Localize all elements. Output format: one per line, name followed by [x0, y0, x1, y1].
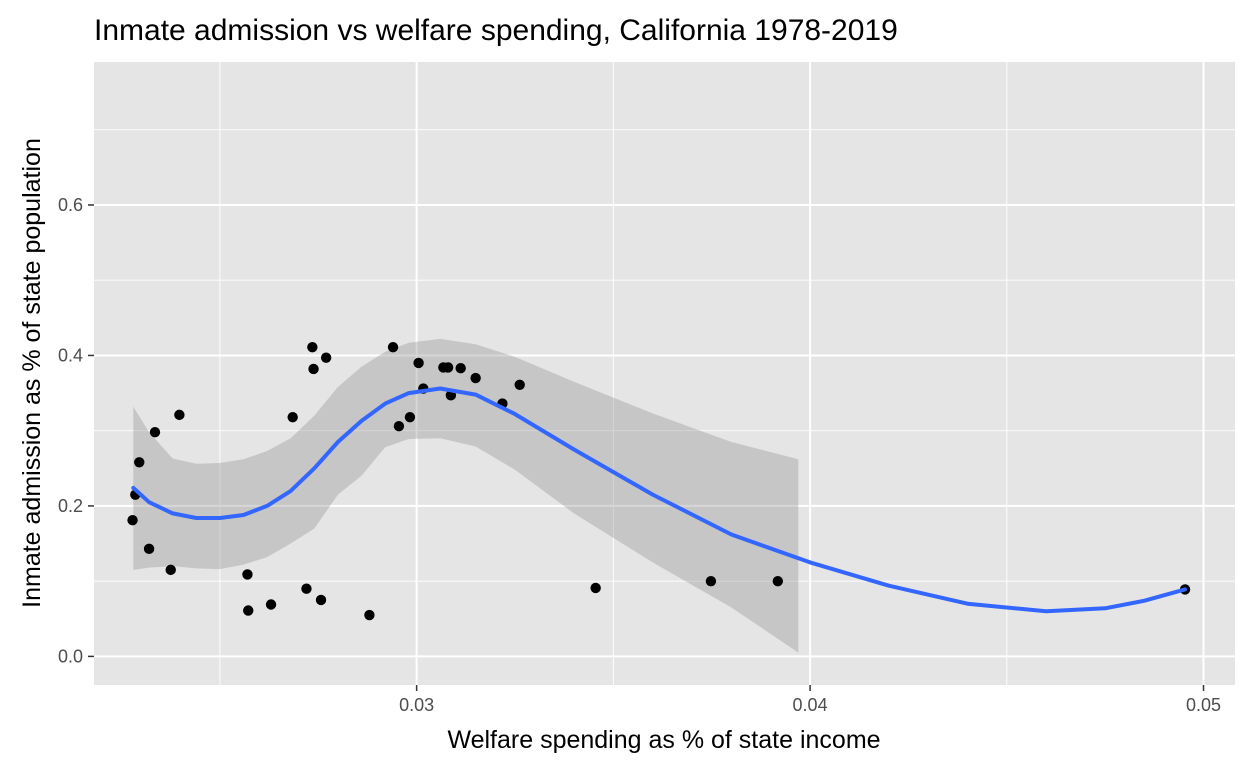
data-point: [413, 357, 424, 369]
chart-title: Inmate admission vs welfare spending, Ca…: [94, 14, 898, 47]
y-tick-label: 0.4: [58, 345, 83, 365]
data-point: [243, 605, 254, 616]
data-point: [470, 372, 481, 384]
data-point: [149, 426, 161, 438]
data-point: [301, 583, 312, 594]
data-point: [590, 582, 601, 594]
y-tick-label: 0.2: [58, 496, 83, 516]
data-point: [127, 515, 138, 526]
data-point: [404, 411, 416, 423]
x-axis-title: Welfare spending as % of state income: [447, 726, 880, 754]
data-point: [364, 609, 375, 621]
data-point: [393, 420, 405, 432]
data-point: [387, 341, 399, 353]
smooth-line-layer: [131, 386, 1187, 614]
data-point: [442, 362, 454, 373]
data-point: [242, 569, 253, 580]
data-point: [772, 575, 784, 587]
data-point: [265, 599, 277, 610]
x-tick-label: 0.03: [399, 695, 434, 715]
confidence-band: [133, 338, 799, 653]
minor-gridlines: [94, 62, 1235, 685]
data-point: [287, 411, 298, 423]
data-point: [455, 363, 466, 374]
x-tick-label: 0.05: [1186, 695, 1221, 715]
data-point: [705, 575, 717, 587]
data-point: [174, 409, 185, 421]
y-tick-label: 0.0: [58, 646, 83, 666]
data-point: [320, 352, 332, 363]
plot-panel: [94, 62, 1235, 685]
y-axis: 0.0 0.2 0.4 0.6: [58, 195, 94, 666]
y-axis-title: Inmate admission as % of state populatio…: [18, 138, 46, 608]
x-axis: 0.03 0.04 0.05: [399, 685, 1221, 715]
x-tick-label: 0.04: [793, 695, 828, 715]
major-gridlines: [94, 62, 1235, 685]
data-point: [514, 379, 525, 390]
y-tick-label: 0.6: [58, 195, 83, 215]
data-point: [308, 363, 319, 375]
data-point: [134, 457, 145, 468]
smooth-line: [131, 386, 1187, 614]
data-point: [165, 564, 176, 576]
data-point: [315, 594, 327, 606]
confidence-band-layer: [133, 338, 799, 653]
data-point: [307, 341, 318, 353]
data-point: [143, 543, 155, 555]
